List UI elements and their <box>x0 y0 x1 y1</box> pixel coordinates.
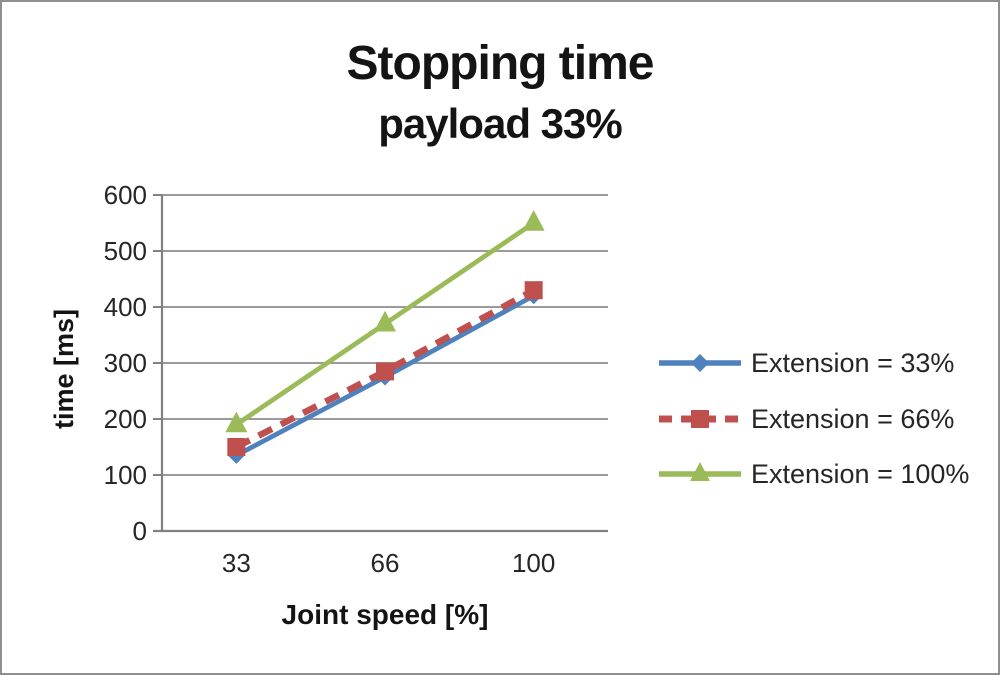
y-tick-label-0: 0 <box>132 516 147 546</box>
series-line-extension-66 <box>234 287 536 450</box>
data-point-extension-66-x66 <box>376 362 394 381</box>
legend-marker-extension-66 <box>691 410 709 428</box>
legend-item-extension-100: Extension = 100% <box>657 459 969 489</box>
data-point-extension-100-x100 <box>522 210 545 231</box>
data-point-extension-100-x66 <box>374 310 396 332</box>
y-tick-label-100: 100 <box>103 460 147 490</box>
legend-marker-extension-100 <box>690 462 710 481</box>
legend-label-extension-33: Extension = 33% <box>751 347 955 378</box>
legend-marker-extension-33 <box>691 354 709 372</box>
x-tick-label-100: 100 <box>511 548 556 578</box>
data-point-extension-66-x33 <box>227 438 246 456</box>
legend-label-extension-66: Extension = 66% <box>751 403 955 434</box>
y-axis-title: time [ms] <box>49 308 79 430</box>
legend-swatch-extension-66 <box>659 410 741 428</box>
chart-title: Stopping time <box>346 37 655 90</box>
y-tick-label-300: 300 <box>103 348 147 378</box>
y-tick-label-500: 500 <box>103 236 147 266</box>
legend-item-extension-66: Extension = 66% <box>657 404 954 434</box>
data-point-extension-100-x33 <box>225 411 248 433</box>
x-tick-label-33: 33 <box>221 548 251 578</box>
chart-subtitle: payload 33% <box>378 100 622 147</box>
legend-label-extension-100: Extension = 100% <box>751 458 970 489</box>
legend-swatch-extension-100 <box>659 462 741 481</box>
legend-swatch-extension-33 <box>659 354 741 372</box>
data-point-extension-66-x100 <box>524 281 543 300</box>
x-axis-title: Joint speed [%] <box>281 599 489 630</box>
legend-item-extension-33: Extension = 33% <box>657 348 954 378</box>
y-tick-label-200: 200 <box>103 404 147 434</box>
x-tick-label-66: 66 <box>370 548 400 578</box>
y-tick-label-400: 400 <box>103 292 147 322</box>
y-tick-label-600: 600 <box>103 180 147 210</box>
